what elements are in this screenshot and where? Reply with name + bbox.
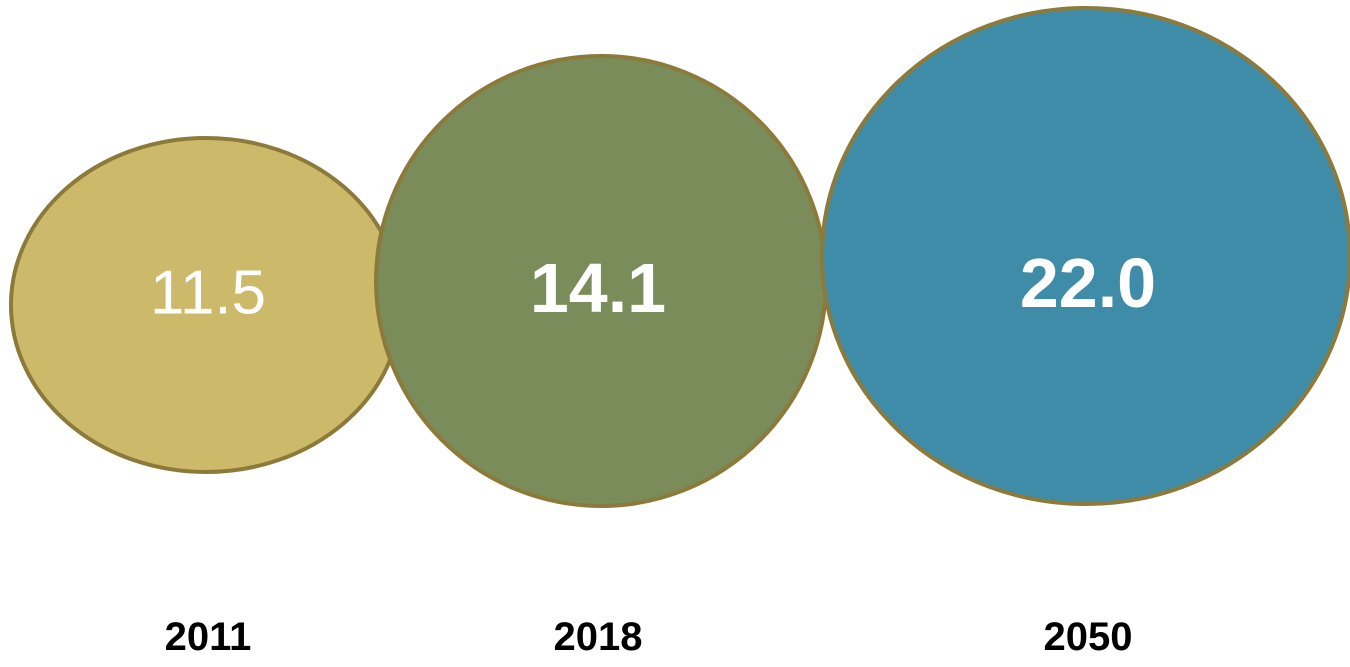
bubble-value-2011: 11.5 [150,259,266,328]
bubble-value-2050: 22.0 [1020,244,1156,322]
year-label-2050: 2050 [1044,615,1133,659]
bubble-2050 [820,6,1350,506]
labels-layer: 11.5 2011 14.1 2018 22.0 2050 [150,244,1156,659]
year-label-2011: 2011 [165,615,252,659]
bubble-value-2018: 14.1 [530,249,666,327]
year-label-2018: 2018 [554,615,643,659]
bubbles-layer [9,6,1350,508]
